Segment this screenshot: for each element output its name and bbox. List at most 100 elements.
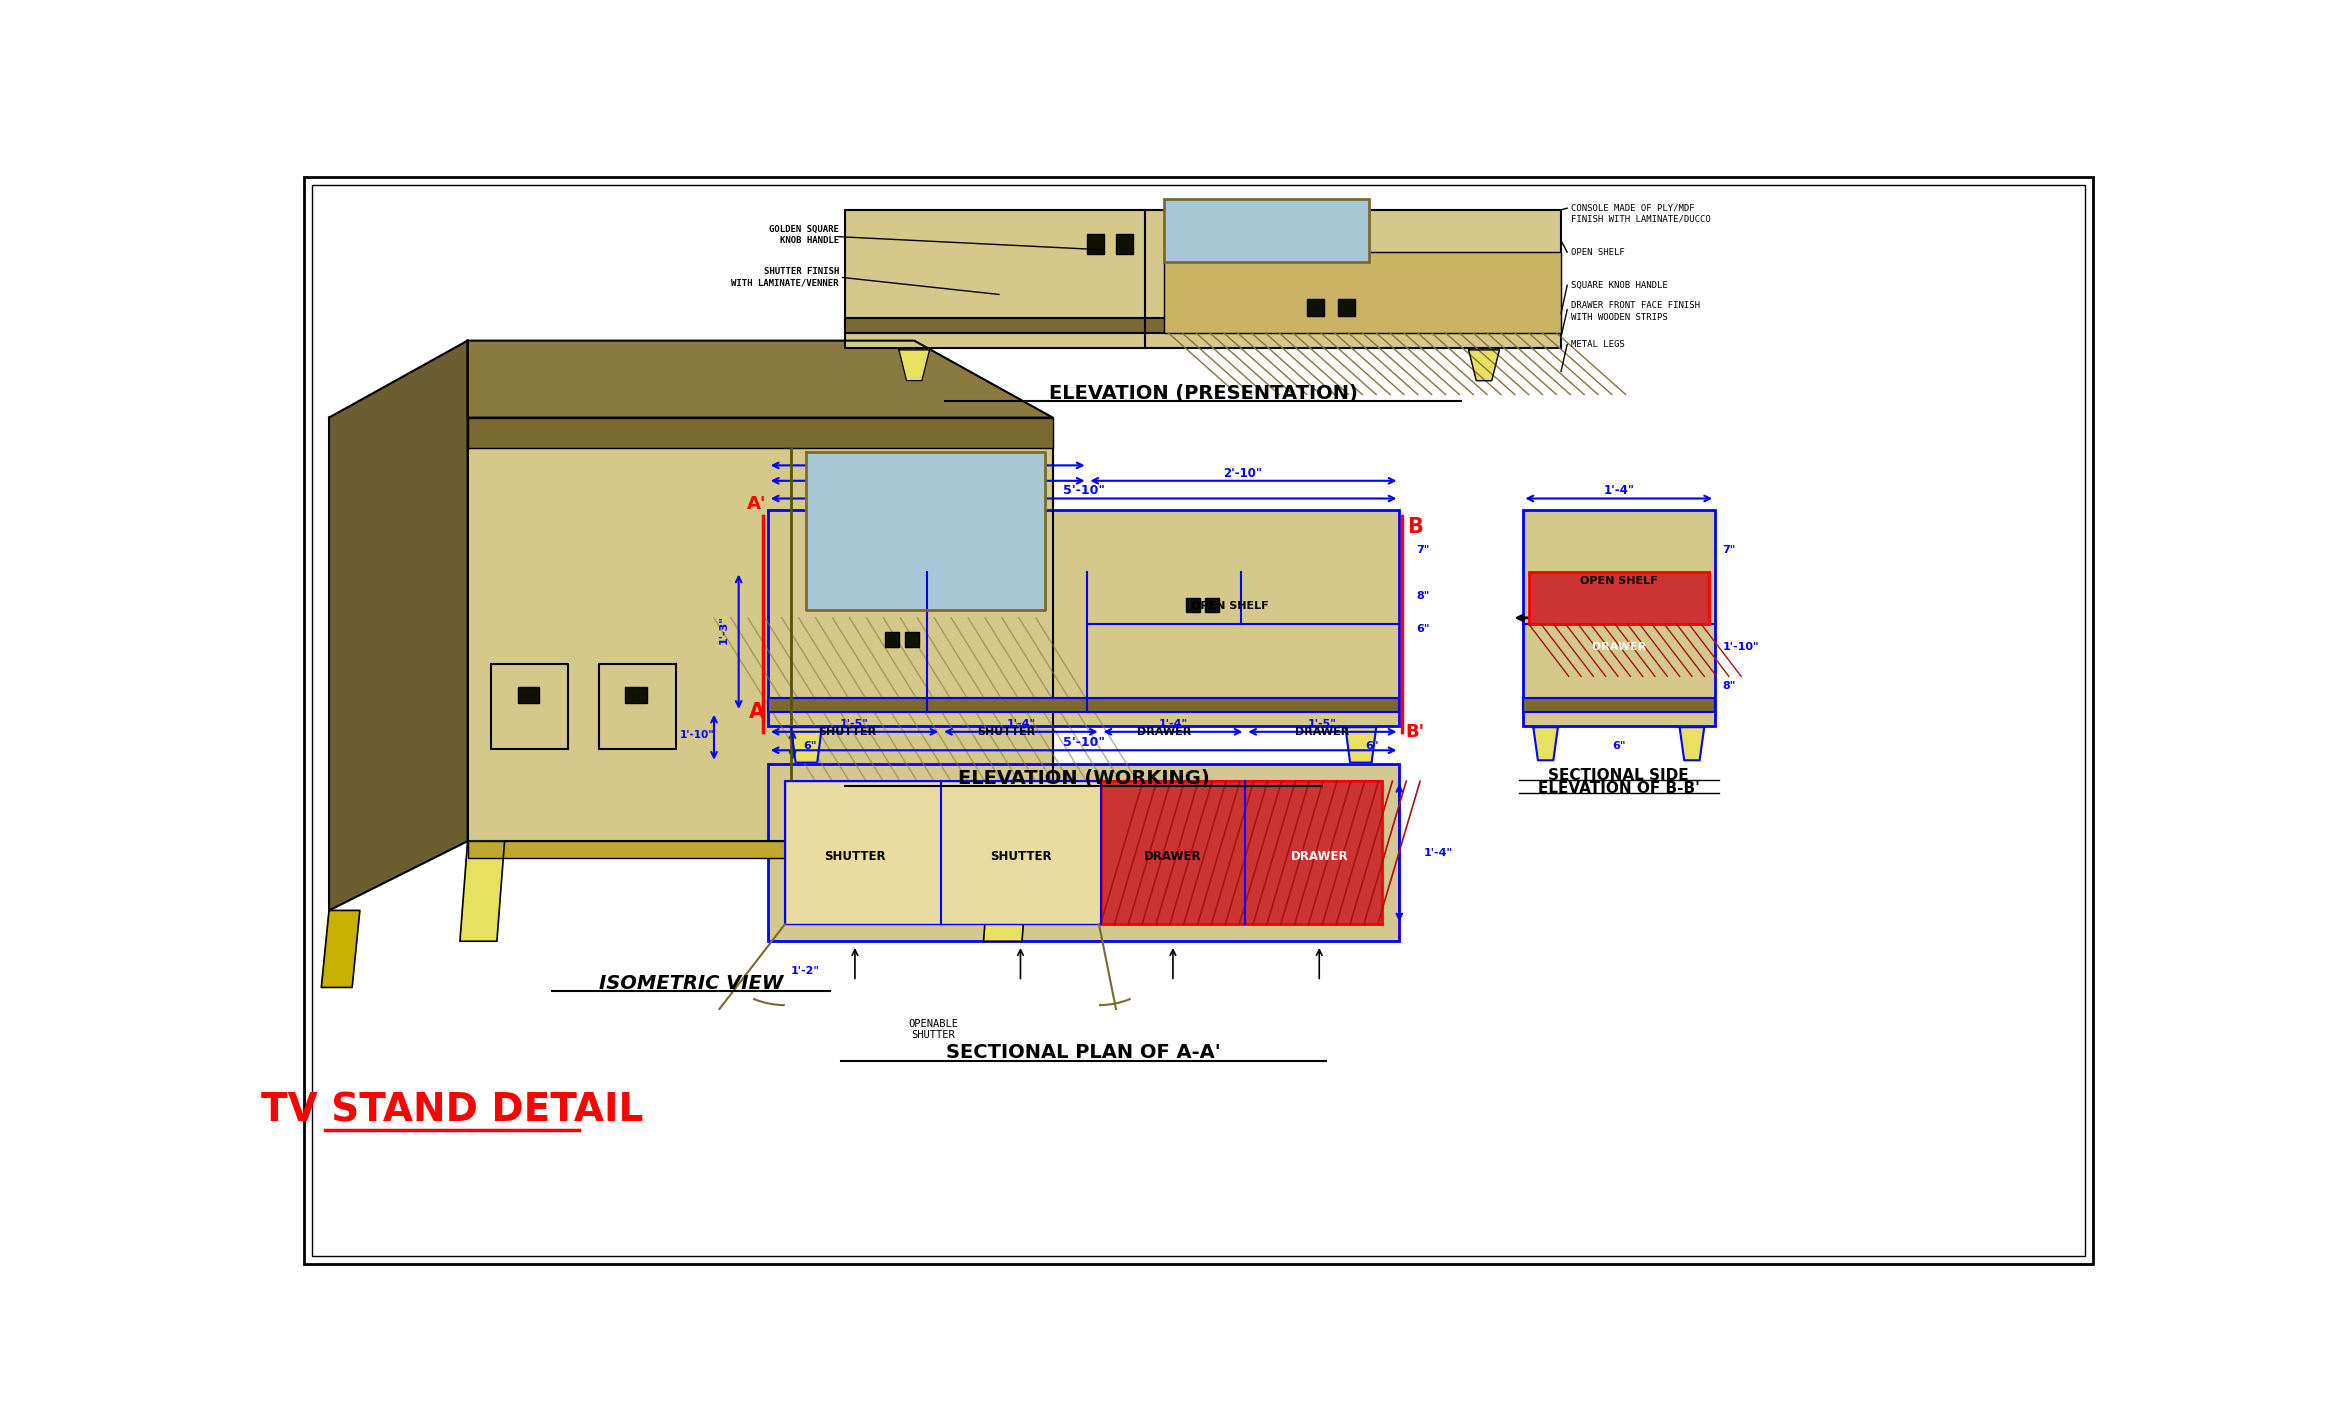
Polygon shape <box>1469 350 1499 381</box>
Text: 6": 6" <box>1366 742 1380 752</box>
Text: SHUTTER: SHUTTER <box>989 850 1050 863</box>
Text: 6": 6" <box>1612 741 1626 751</box>
Text: CONSOLE MADE OF PLY/MDF: CONSOLE MADE OF PLY/MDF <box>1572 204 1696 213</box>
Bar <box>1308 300 1324 315</box>
Text: SECTIONAL SIDE: SECTIONAL SIDE <box>1548 768 1689 783</box>
Text: 6": 6" <box>1415 625 1429 635</box>
Bar <box>1165 253 1560 332</box>
Text: KNOB HANDLE: KNOB HANDLE <box>779 235 840 245</box>
Polygon shape <box>791 728 821 762</box>
Bar <box>767 509 1399 726</box>
Polygon shape <box>1534 728 1558 761</box>
Text: 5'-10": 5'-10" <box>1062 484 1104 497</box>
Bar <box>844 318 1560 332</box>
Bar <box>1523 509 1714 726</box>
Bar <box>767 763 1399 942</box>
Bar <box>1165 198 1368 263</box>
Text: 7": 7" <box>1415 545 1429 555</box>
Bar <box>1088 234 1104 254</box>
Polygon shape <box>807 452 1046 611</box>
Text: 1'-5": 1'-5" <box>1308 719 1338 729</box>
Text: A: A <box>748 702 765 722</box>
Text: OPEN SHELF: OPEN SHELF <box>1572 248 1626 257</box>
Text: SHUTTER FINISH: SHUTTER FINISH <box>763 267 840 275</box>
Text: SHUTTER: SHUTTER <box>823 850 886 863</box>
Text: 1'-2": 1'-2" <box>791 966 819 976</box>
Bar <box>468 841 1053 858</box>
Text: OPEN SHELF: OPEN SHELF <box>1579 577 1658 586</box>
Bar <box>1530 572 1710 624</box>
Text: OPENABLE: OPENABLE <box>908 1019 959 1029</box>
Text: 1'-4": 1'-4" <box>1602 484 1635 497</box>
Bar <box>1116 234 1132 254</box>
Polygon shape <box>982 841 1029 942</box>
Text: 1'-1": 1'-1" <box>1305 832 1333 842</box>
Bar <box>844 210 1560 348</box>
Text: 1'-5": 1'-5" <box>833 452 861 462</box>
Text: DRAWER: DRAWER <box>1296 726 1350 736</box>
Polygon shape <box>1679 728 1705 761</box>
Polygon shape <box>461 841 505 942</box>
Text: B: B <box>1406 517 1422 537</box>
Bar <box>786 781 1102 925</box>
Text: ELEVATION (WORKING): ELEVATION (WORKING) <box>957 769 1209 788</box>
Text: 1'-3": 1'-3" <box>718 615 727 644</box>
Polygon shape <box>320 910 360 987</box>
Text: 5'-10": 5'-10" <box>1062 736 1104 749</box>
Text: SQUARE KNOB HANDLE: SQUARE KNOB HANDLE <box>1572 281 1668 290</box>
Bar <box>1338 300 1354 315</box>
Text: DRAWER: DRAWER <box>1291 850 1347 863</box>
Bar <box>1523 698 1714 712</box>
Text: GOLDEN SQUARE: GOLDEN SQUARE <box>770 224 840 234</box>
Polygon shape <box>468 418 1053 841</box>
Text: A': A' <box>748 495 767 512</box>
Text: DRAWER: DRAWER <box>1144 850 1202 863</box>
Bar <box>468 418 1053 448</box>
Text: B': B' <box>1406 723 1424 741</box>
Text: 1'-10": 1'-10" <box>681 729 713 739</box>
Bar <box>491 664 568 749</box>
Polygon shape <box>1345 728 1375 762</box>
Bar <box>905 632 919 646</box>
Text: 6": 6" <box>805 741 816 751</box>
Text: 8": 8" <box>1415 591 1429 601</box>
Text: SHUTTER: SHUTTER <box>819 726 877 736</box>
Text: 7": 7" <box>1724 545 1736 555</box>
Text: 1'-4": 1'-4" <box>1424 848 1453 858</box>
Text: SECTIONAL PLAN OF A-A': SECTIONAL PLAN OF A-A' <box>947 1043 1221 1062</box>
Bar <box>884 632 898 646</box>
Bar <box>517 688 540 702</box>
Polygon shape <box>468 341 1053 418</box>
Text: METAL LEGS: METAL LEGS <box>1572 340 1626 350</box>
Text: DRAWER: DRAWER <box>1591 642 1647 652</box>
Text: WITH WOODEN STRIPS: WITH WOODEN STRIPS <box>1572 313 1668 323</box>
Text: 1'-5": 1'-5" <box>994 452 1022 462</box>
Text: FINISH WITH LAMINATE/DUCCO: FINISH WITH LAMINATE/DUCCO <box>1572 214 1710 224</box>
Text: 8": 8" <box>1724 681 1736 691</box>
Bar <box>767 698 1399 712</box>
Text: ISOMETRIC VIEW: ISOMETRIC VIEW <box>599 975 784 993</box>
Text: SHUTTER: SHUTTER <box>912 1030 954 1040</box>
Polygon shape <box>898 350 929 381</box>
Text: DRAWER FRONT FACE FINISH: DRAWER FRONT FACE FINISH <box>1572 301 1700 311</box>
Bar <box>1205 598 1219 612</box>
Text: ELEVATION OF B-B': ELEVATION OF B-B' <box>1537 781 1700 796</box>
Bar <box>625 688 648 702</box>
Text: SHUTTER: SHUTTER <box>978 726 1036 736</box>
Text: DRAWER: DRAWER <box>1137 726 1191 736</box>
Bar <box>1102 781 1382 925</box>
Polygon shape <box>330 341 468 910</box>
Bar <box>786 781 1382 925</box>
Text: 2'-10": 2'-10" <box>1223 467 1263 479</box>
Text: 1'-4": 1'-4" <box>1006 719 1036 729</box>
Text: 1'-5": 1'-5" <box>840 719 870 729</box>
Bar <box>1186 598 1200 612</box>
Text: 1'-4": 1'-4" <box>1158 719 1188 729</box>
Text: WITH LAMINATE/VENNER: WITH LAMINATE/VENNER <box>732 278 840 287</box>
Text: 2'-10": 2'-10" <box>908 467 947 479</box>
Text: OPEN SHELF: OPEN SHELF <box>1191 601 1268 611</box>
Text: TV STAND DETAIL: TV STAND DETAIL <box>262 1092 643 1130</box>
Text: ELEVATION (PRESENTATION): ELEVATION (PRESENTATION) <box>1048 384 1357 402</box>
Text: 1'-10": 1'-10" <box>1724 642 1759 652</box>
Bar <box>599 664 676 749</box>
